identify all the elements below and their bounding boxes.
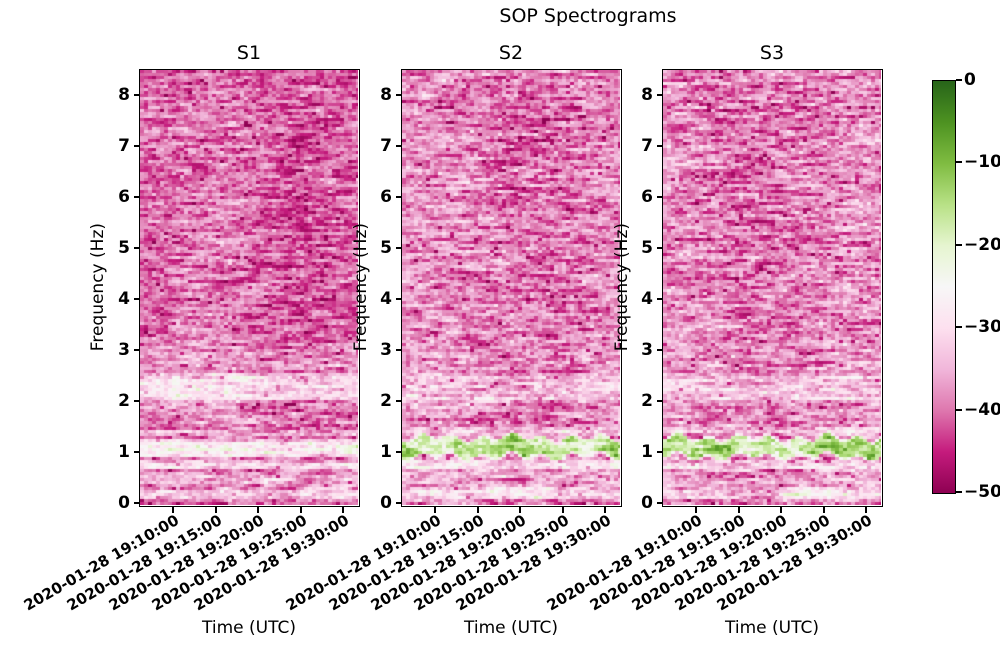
x-axis-label-s2: Time (UTC)	[464, 618, 558, 638]
colorbar-tick-mark	[956, 491, 962, 493]
y-tick-label-s1: 7	[118, 136, 130, 156]
y-tick-label-s2: 7	[380, 136, 392, 156]
y-tick-label-s3: 0	[641, 493, 653, 513]
y-tick-mark-s3	[657, 196, 663, 198]
subplot-title-s1: S1	[236, 42, 262, 64]
y-tick-mark-s1	[134, 145, 140, 147]
y-tick-label-s2: 8	[380, 85, 392, 105]
y-tick-mark-s2	[396, 451, 402, 453]
y-tick-label-s3: 7	[641, 136, 653, 156]
y-tick-mark-s3	[657, 247, 663, 249]
figure-title: SOP Spectrograms	[499, 5, 677, 27]
colorbar-tick-mark	[956, 408, 962, 411]
x-tick-mark-s3	[695, 507, 697, 513]
y-tick-mark-s2	[396, 247, 402, 249]
x-tick-mark-s1	[214, 507, 217, 513]
y-tick-label-s3: 1	[641, 442, 653, 462]
y-tick-mark-s1	[134, 247, 140, 249]
x-tick-mark-s1	[342, 507, 344, 513]
y-tick-mark-s1	[134, 94, 140, 96]
y-tick-label-s3: 5	[641, 238, 653, 258]
x-tick-mark-s3	[822, 507, 825, 513]
plot-frame-s2	[401, 69, 622, 507]
x-tick-mark-s2	[434, 507, 436, 513]
x-tick-mark-s3	[780, 507, 782, 513]
x-tick-mark-s1	[172, 507, 174, 513]
y-tick-label-s1: 3	[118, 340, 130, 360]
y-tick-label-s2: 2	[380, 391, 392, 411]
y-tick-label-s1: 0	[118, 493, 130, 513]
y-tick-label-s1: 5	[118, 238, 130, 258]
y-tick-label-s2: 4	[380, 289, 392, 309]
plot-frame-s3	[662, 69, 883, 507]
colorbar-tick-label: 0	[964, 70, 976, 90]
y-tick-mark-s2	[396, 502, 402, 504]
y-tick-label-s1: 2	[118, 391, 130, 411]
colorbar-tick-label: −40	[964, 399, 1000, 420]
y-tick-label-s2: 0	[380, 493, 392, 513]
colorbar-tick-mark	[956, 161, 962, 164]
y-tick-mark-s2	[396, 400, 402, 402]
y-tick-mark-s2	[396, 196, 402, 198]
spectrogram-s1-heatmap	[140, 70, 358, 505]
y-tick-mark-s3	[657, 94, 663, 96]
y-tick-label-s2: 3	[380, 340, 392, 360]
y-tick-label-s3: 2	[641, 391, 653, 411]
colorbar	[932, 80, 956, 494]
y-tick-mark-s3	[657, 502, 663, 504]
y-tick-mark-s3	[657, 400, 663, 402]
x-tick-mark-s1	[299, 507, 302, 513]
y-tick-mark-s1	[134, 298, 140, 300]
x-tick-mark-s2	[604, 507, 606, 513]
y-tick-label-s2: 6	[380, 187, 392, 207]
y-tick-label-s2: 1	[380, 442, 392, 462]
x-tick-mark-s1	[257, 507, 259, 513]
y-tick-mark-s3	[657, 298, 663, 300]
plot-frame-s1	[139, 69, 360, 507]
y-tick-label-s3: 8	[641, 85, 653, 105]
y-tick-label-s1: 1	[118, 442, 130, 462]
y-tick-mark-s1	[134, 400, 140, 402]
x-axis-label-s3: Time (UTC)	[725, 618, 819, 638]
y-tick-mark-s2	[396, 145, 402, 147]
y-tick-mark-s2	[396, 298, 402, 300]
x-tick-mark-s3	[737, 507, 740, 513]
x-tick-mark-s3	[865, 507, 867, 513]
y-tick-mark-s3	[657, 451, 663, 453]
y-tick-label-s1: 4	[118, 289, 130, 309]
y-tick-mark-s2	[396, 94, 402, 96]
y-tick-mark-s2	[396, 349, 402, 351]
y-tick-label-s1: 8	[118, 85, 130, 105]
y-tick-mark-s1	[134, 451, 140, 453]
y-tick-label-s2: 5	[380, 238, 392, 258]
colorbar-tick-label: −20	[964, 234, 1000, 255]
colorbar-tick-label: −50	[964, 482, 1000, 502]
y-tick-mark-s3	[657, 145, 663, 147]
colorbar-tick-label: −10	[964, 152, 1000, 173]
x-tick-mark-s2	[561, 507, 564, 513]
y-tick-mark-s1	[134, 196, 140, 198]
colorbar-tick-mark	[956, 79, 962, 81]
x-tick-mark-s2	[519, 507, 521, 513]
y-tick-mark-s1	[134, 349, 140, 351]
subplot-title-s3: S3	[759, 42, 785, 64]
colorbar-tick-mark	[956, 326, 962, 329]
x-axis-label-s1: Time (UTC)	[202, 618, 296, 638]
y-tick-label-s3: 4	[641, 289, 653, 309]
y-tick-label-s3: 6	[641, 187, 653, 207]
y-tick-mark-s1	[134, 502, 140, 504]
x-tick-mark-s2	[476, 507, 479, 513]
y-tick-label-s3: 3	[641, 340, 653, 360]
spectrogram-s3-heatmap	[663, 70, 881, 505]
subplot-title-s2: S2	[498, 42, 524, 64]
colorbar-tick-label: −30	[964, 317, 1000, 338]
y-tick-mark-s3	[657, 349, 663, 351]
y-tick-label-s1: 6	[118, 187, 130, 207]
spectrogram-s2-heatmap	[402, 70, 620, 505]
colorbar-tick-mark	[956, 243, 962, 246]
